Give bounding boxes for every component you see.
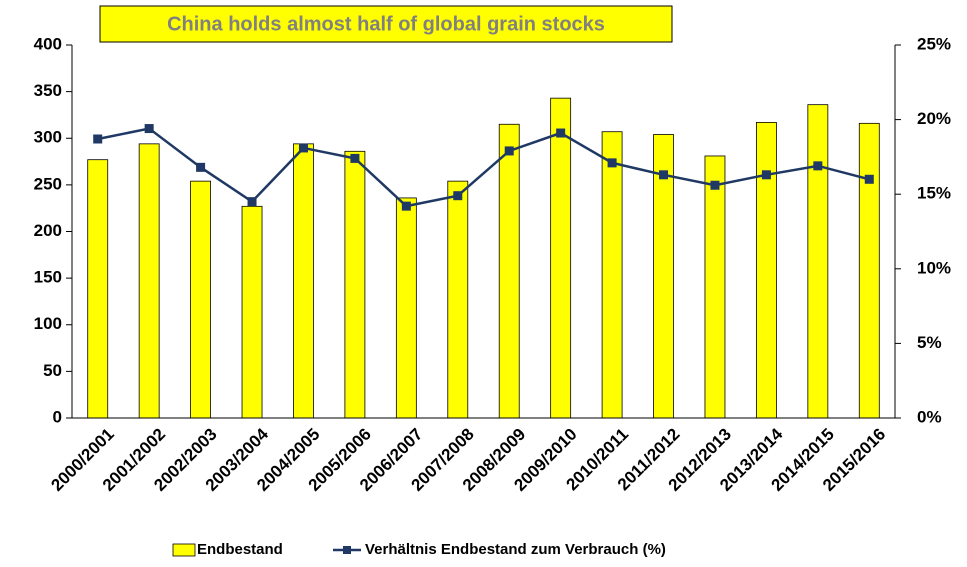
bar bbox=[395, 197, 417, 419]
legend-swatch-marker bbox=[343, 546, 351, 554]
title-box bbox=[99, 5, 673, 43]
line-marker bbox=[144, 124, 154, 134]
line-marker bbox=[298, 143, 308, 153]
bar bbox=[498, 123, 520, 419]
bar bbox=[344, 150, 366, 419]
y2-tick-label: 10% bbox=[917, 258, 951, 277]
y-tick-label: 300 bbox=[34, 128, 62, 147]
line-marker bbox=[710, 180, 720, 190]
y-tick-label: 0 bbox=[53, 407, 62, 426]
y2-tick-label: 0% bbox=[917, 407, 942, 426]
bar bbox=[447, 180, 469, 419]
chart-title: China holds almost half of global grain … bbox=[167, 13, 605, 35]
line-marker bbox=[93, 134, 103, 144]
line-marker bbox=[607, 158, 617, 168]
y-tick-label: 400 bbox=[34, 34, 62, 53]
line-marker bbox=[864, 174, 874, 184]
bar bbox=[190, 180, 211, 419]
line-marker bbox=[350, 153, 360, 163]
line-marker bbox=[659, 170, 669, 180]
bar bbox=[550, 97, 572, 419]
bar bbox=[858, 122, 880, 419]
legend-label: Verhältnis Endbestand zum Verbrauch (%) bbox=[365, 541, 666, 558]
y-tick-label: 350 bbox=[34, 81, 62, 100]
bar bbox=[87, 159, 109, 419]
y2-tick-label: 20% bbox=[917, 109, 951, 128]
y2-tick-label: 25% bbox=[917, 34, 951, 53]
y-tick-label: 50 bbox=[43, 361, 62, 380]
line-marker bbox=[556, 128, 566, 138]
line-marker bbox=[401, 201, 411, 211]
bar bbox=[138, 143, 160, 419]
line-marker bbox=[504, 146, 514, 156]
legend-label: Endbestand bbox=[197, 541, 283, 558]
y-tick-label: 200 bbox=[34, 221, 62, 240]
bar bbox=[241, 205, 263, 419]
bar bbox=[807, 104, 829, 419]
bar bbox=[704, 155, 726, 419]
y2-tick-label: 15% bbox=[917, 184, 951, 203]
y2-tick-label: 5% bbox=[917, 333, 942, 352]
line-marker bbox=[453, 191, 463, 201]
line-marker bbox=[247, 197, 257, 207]
bar bbox=[293, 143, 314, 419]
line-marker bbox=[761, 170, 771, 180]
bar bbox=[756, 121, 777, 419]
line bbox=[97, 127, 870, 208]
y-tick-label: 250 bbox=[34, 174, 62, 193]
y-tick-label: 150 bbox=[34, 268, 62, 287]
legend-swatch bbox=[172, 543, 196, 557]
line-marker bbox=[813, 161, 823, 171]
bar bbox=[601, 131, 623, 419]
y-tick-label: 100 bbox=[34, 314, 62, 333]
line-marker bbox=[196, 162, 206, 172]
